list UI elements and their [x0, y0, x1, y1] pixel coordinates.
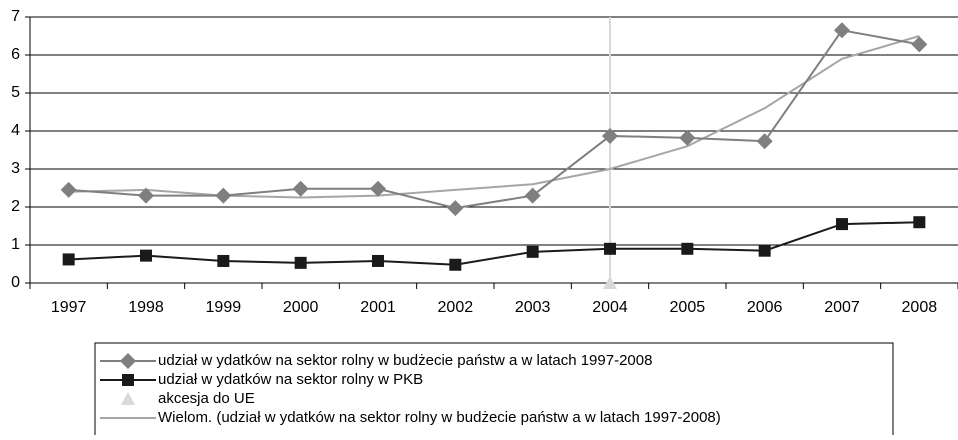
y-tick-label: 2: [11, 198, 20, 215]
x-tick-label: 2002: [438, 299, 474, 316]
x-tick-label: 2000: [283, 299, 319, 316]
square-marker: [294, 256, 307, 269]
diamond-marker: [370, 180, 386, 197]
square-marker: [449, 258, 462, 271]
y-tick-label: 4: [11, 122, 20, 139]
legend-label: Wielom. (udział w ydatków na sektor roln…: [158, 409, 721, 426]
triangle-marker: [603, 276, 617, 289]
diamond-marker: [60, 181, 77, 198]
square-marker: [913, 216, 926, 229]
y-tick-label: 5: [11, 84, 20, 101]
legend: udział w ydatków na sektor rolny w budże…: [94, 342, 894, 440]
diamond-marker: [138, 187, 154, 204]
y-tick-label: 3: [11, 160, 20, 177]
x-tick-label: 2003: [515, 299, 551, 316]
diamond-marker: [447, 200, 464, 217]
diamond-marker: [120, 353, 136, 369]
square-marker: [140, 249, 152, 262]
square-marker: [217, 254, 230, 267]
square-marker: [372, 254, 384, 267]
y-tick-label: 1: [11, 236, 20, 253]
legend-label: udział w ydatków na sektor rolny w budże…: [158, 352, 652, 369]
square-marker: [604, 242, 616, 255]
x-tick-label: 2007: [824, 299, 860, 316]
y-tick-label: 6: [11, 46, 20, 63]
square-marker: [836, 218, 848, 231]
y-tick-label: 7: [11, 8, 20, 25]
diamond-marker: [679, 129, 696, 146]
diamond-marker: [911, 36, 928, 53]
square-marker: [62, 253, 75, 266]
x-tick-label: 2001: [360, 299, 396, 316]
diamond-marker: [756, 133, 773, 150]
square-marker: [122, 374, 134, 386]
legend-label: akcesja do UE: [158, 390, 255, 407]
diamond-marker: [524, 187, 541, 204]
x-tick-label: 1998: [128, 299, 164, 316]
legend-box: [94, 342, 894, 440]
series-line: [68, 221, 920, 266]
series-line: [68, 29, 920, 210]
x-tick-label: 1999: [206, 299, 242, 316]
x-tick-label: 2008: [902, 299, 938, 316]
legend-label: udział w ydatków na sektor rolny w PKB: [158, 371, 423, 388]
series-line: [68, 35, 920, 199]
square-marker: [681, 242, 694, 255]
x-tick-label: 2006: [747, 299, 783, 316]
square-marker: [526, 245, 539, 258]
triangle-marker: [121, 392, 135, 405]
square-marker: [758, 244, 771, 257]
x-tick-label: 2004: [592, 299, 628, 316]
diamond-marker: [602, 127, 618, 144]
diamond-marker: [215, 187, 232, 204]
y-tick-label: 0: [11, 274, 20, 291]
diamond-marker: [834, 22, 850, 39]
x-tick-label: 2005: [670, 299, 706, 316]
x-tick-label: 1997: [51, 299, 87, 316]
diamond-marker: [292, 180, 309, 197]
